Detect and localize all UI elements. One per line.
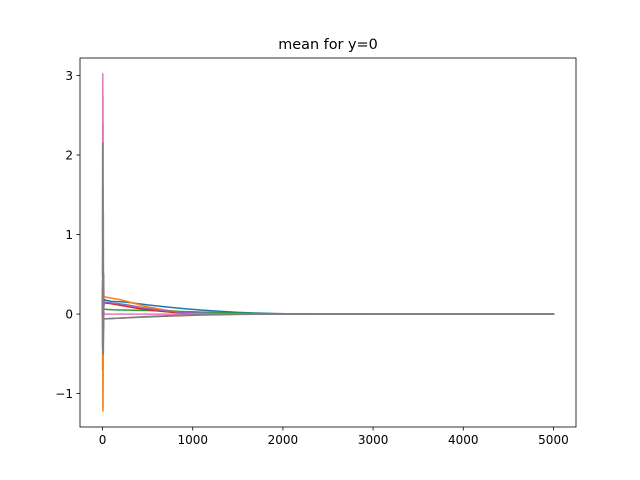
y-tick-label: 2 [65, 148, 73, 162]
x-tick-label: 3000 [358, 433, 389, 447]
x-tick-label: 5000 [538, 433, 569, 447]
chart-title: mean for y=0 [278, 37, 377, 53]
y-axis: −1 0 1 2 3 [55, 69, 80, 401]
y-tick-label: 1 [65, 228, 73, 242]
y-tick-label: 3 [65, 69, 73, 83]
series-line-8 [101, 142, 555, 355]
x-tick-label: 1000 [177, 433, 208, 447]
x-tick-label: 4000 [448, 433, 479, 447]
y-tick-label: −1 [55, 387, 73, 401]
plot-frame [79, 57, 577, 428]
series-layer [101, 73, 555, 412]
y-tick-label: 0 [65, 307, 73, 321]
x-tick-label: 0 [99, 433, 107, 447]
x-axis: 0 1000 2000 3000 4000 5000 [99, 427, 569, 447]
x-tick-label: 2000 [268, 433, 299, 447]
